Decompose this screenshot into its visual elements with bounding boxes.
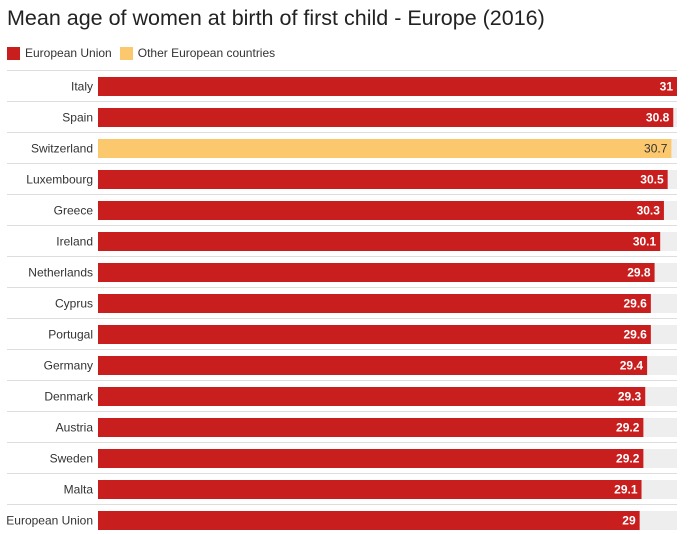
bar [98, 511, 640, 530]
bar [98, 170, 668, 189]
bar [98, 418, 644, 437]
chart-legend: European Union Other European countries [7, 45, 283, 61]
value-label: 30.7 [644, 142, 668, 156]
value-label: 29.3 [618, 390, 642, 404]
category-label: Ireland [56, 235, 93, 249]
category-label: Denmark [44, 390, 94, 404]
bar [98, 294, 651, 313]
value-label: 30.1 [633, 235, 657, 249]
bar [98, 201, 664, 220]
category-label: Sweden [50, 452, 93, 466]
value-label: 30.5 [640, 173, 664, 187]
category-label: Italy [71, 80, 93, 94]
bar [98, 232, 661, 251]
bar [98, 387, 646, 406]
bar [98, 480, 642, 499]
category-label: Switzerland [31, 142, 93, 156]
category-label: Luxembourg [26, 173, 93, 187]
bar [98, 263, 655, 282]
value-label: 29 [622, 514, 636, 528]
bar [98, 139, 672, 158]
bar [98, 449, 644, 468]
category-label: Spain [62, 111, 93, 125]
bar [98, 108, 674, 127]
value-label: 29.6 [623, 328, 647, 342]
legend-swatch-eu [7, 46, 20, 60]
value-label: 31 [660, 80, 674, 94]
value-label: 30.8 [646, 111, 670, 125]
value-label: 29.1 [614, 483, 638, 497]
value-label: 29.6 [623, 297, 647, 311]
value-label: 29.4 [620, 359, 644, 373]
category-label: Cyprus [55, 297, 93, 311]
category-label: Malta [64, 483, 94, 497]
value-label: 29.2 [616, 421, 640, 435]
bar [98, 356, 648, 375]
category-label: Greece [54, 204, 94, 218]
legend-label-eu: European Union [25, 46, 112, 60]
legend-label-other: Other European countries [137, 46, 276, 60]
category-label: Austria [56, 421, 94, 435]
legend-item-other[interactable]: Other European countries [119, 46, 276, 60]
value-label: 29.2 [616, 452, 640, 466]
bar [98, 325, 651, 344]
chart-title: Mean age of women at birth of first chil… [7, 6, 545, 30]
category-label: Netherlands [28, 266, 93, 280]
value-label: 30.3 [637, 204, 661, 218]
value-label: 29.8 [627, 266, 651, 280]
category-label: European Union [6, 514, 93, 528]
bar [98, 77, 677, 96]
legend-swatch-other [119, 46, 133, 60]
category-label: Germany [44, 359, 93, 373]
legend-item-eu[interactable]: European Union [7, 46, 112, 60]
category-label: Portugal [48, 328, 93, 342]
